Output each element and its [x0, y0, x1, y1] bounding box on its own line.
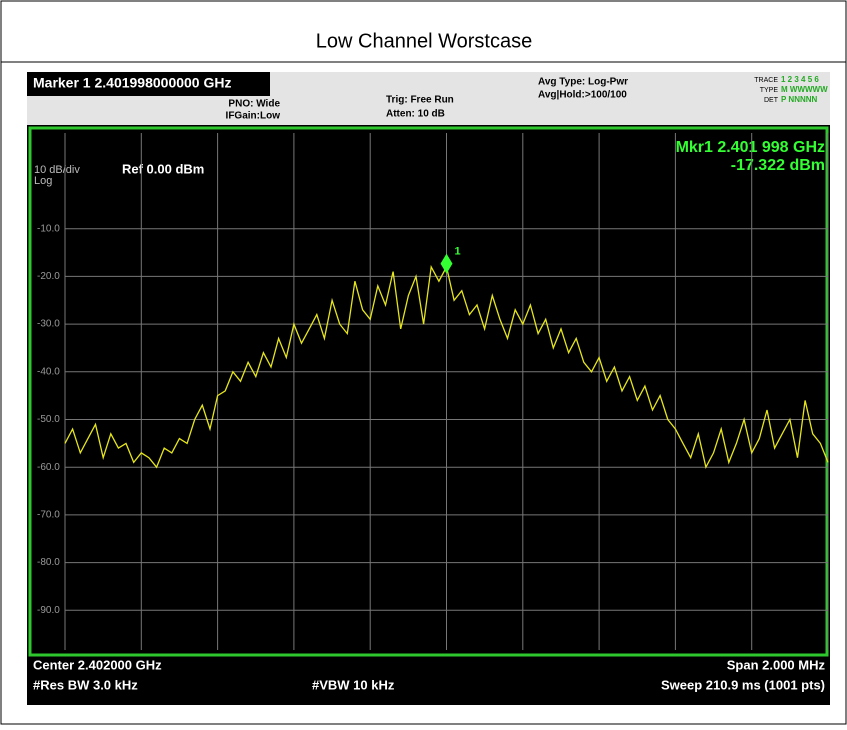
marker-box — [27, 72, 270, 96]
trace-nums: 1 2 3 4 5 6 — [781, 75, 819, 84]
trig: Trig: Free Run — [386, 95, 454, 106]
screen — [27, 125, 830, 705]
avg-hold: Avg|Hold:>100/100 — [538, 90, 627, 101]
sweep: Sweep 210.9 ms (1001 pts) — [661, 677, 825, 692]
type-vals: M WWWWW — [781, 85, 828, 94]
ifgain: IFGain:Low — [226, 111, 281, 122]
scale: 10 dB/div — [34, 164, 80, 176]
y-tick-label: -60.0 — [37, 462, 60, 473]
y-tick-label: -70.0 — [37, 510, 60, 521]
y-tick-label: -50.0 — [37, 414, 60, 425]
det-label: DET — [764, 97, 779, 104]
scale-type: Log — [34, 175, 52, 187]
rbw: #Res BW 3.0 kHz — [33, 677, 138, 692]
plot: -10.0 -20.0 -30.0 -40.0 -50.0 -60.0 -70.0 -80.0… — [37, 133, 829, 650]
y-tick-label: -40.0 — [37, 366, 60, 377]
y-tick-label: -10.0 — [37, 223, 60, 234]
pno: PNO: Wide — [228, 99, 280, 110]
y-tick-label: -80.0 — [37, 557, 60, 568]
y-tick-label: -90.0 — [37, 605, 60, 616]
y-tick-label: -20.0 — [37, 271, 60, 282]
title: Low Channel Worstcase — [316, 30, 532, 52]
span: Span 2.000 MHz — [727, 657, 826, 672]
ref-level: Ref 0.00 dBm — [122, 161, 204, 176]
type-label: TYPE — [760, 87, 779, 94]
y-tick-label: -30.0 — [37, 319, 60, 330]
marker-freq: Marker 1 2.401998000000 GHz — [33, 75, 231, 91]
atten: Atten: 10 dB — [386, 109, 445, 120]
avg-type: Avg Type: Log-Pwr — [538, 77, 628, 88]
det-vals: P NNNNN — [781, 95, 818, 104]
trace-label: TRACE — [754, 77, 778, 84]
screen-border — [28, 126, 829, 657]
mkr-readout: Mkr1 2.401 998 GHz — [676, 139, 825, 156]
marker — [440, 253, 453, 274]
marker-label: 1 — [455, 246, 461, 258]
mkr-level: -17.322 dBm — [731, 157, 825, 174]
vbw: #VBW 10 kHz — [312, 677, 395, 692]
center: Center 2.402000 GHz — [33, 657, 162, 672]
